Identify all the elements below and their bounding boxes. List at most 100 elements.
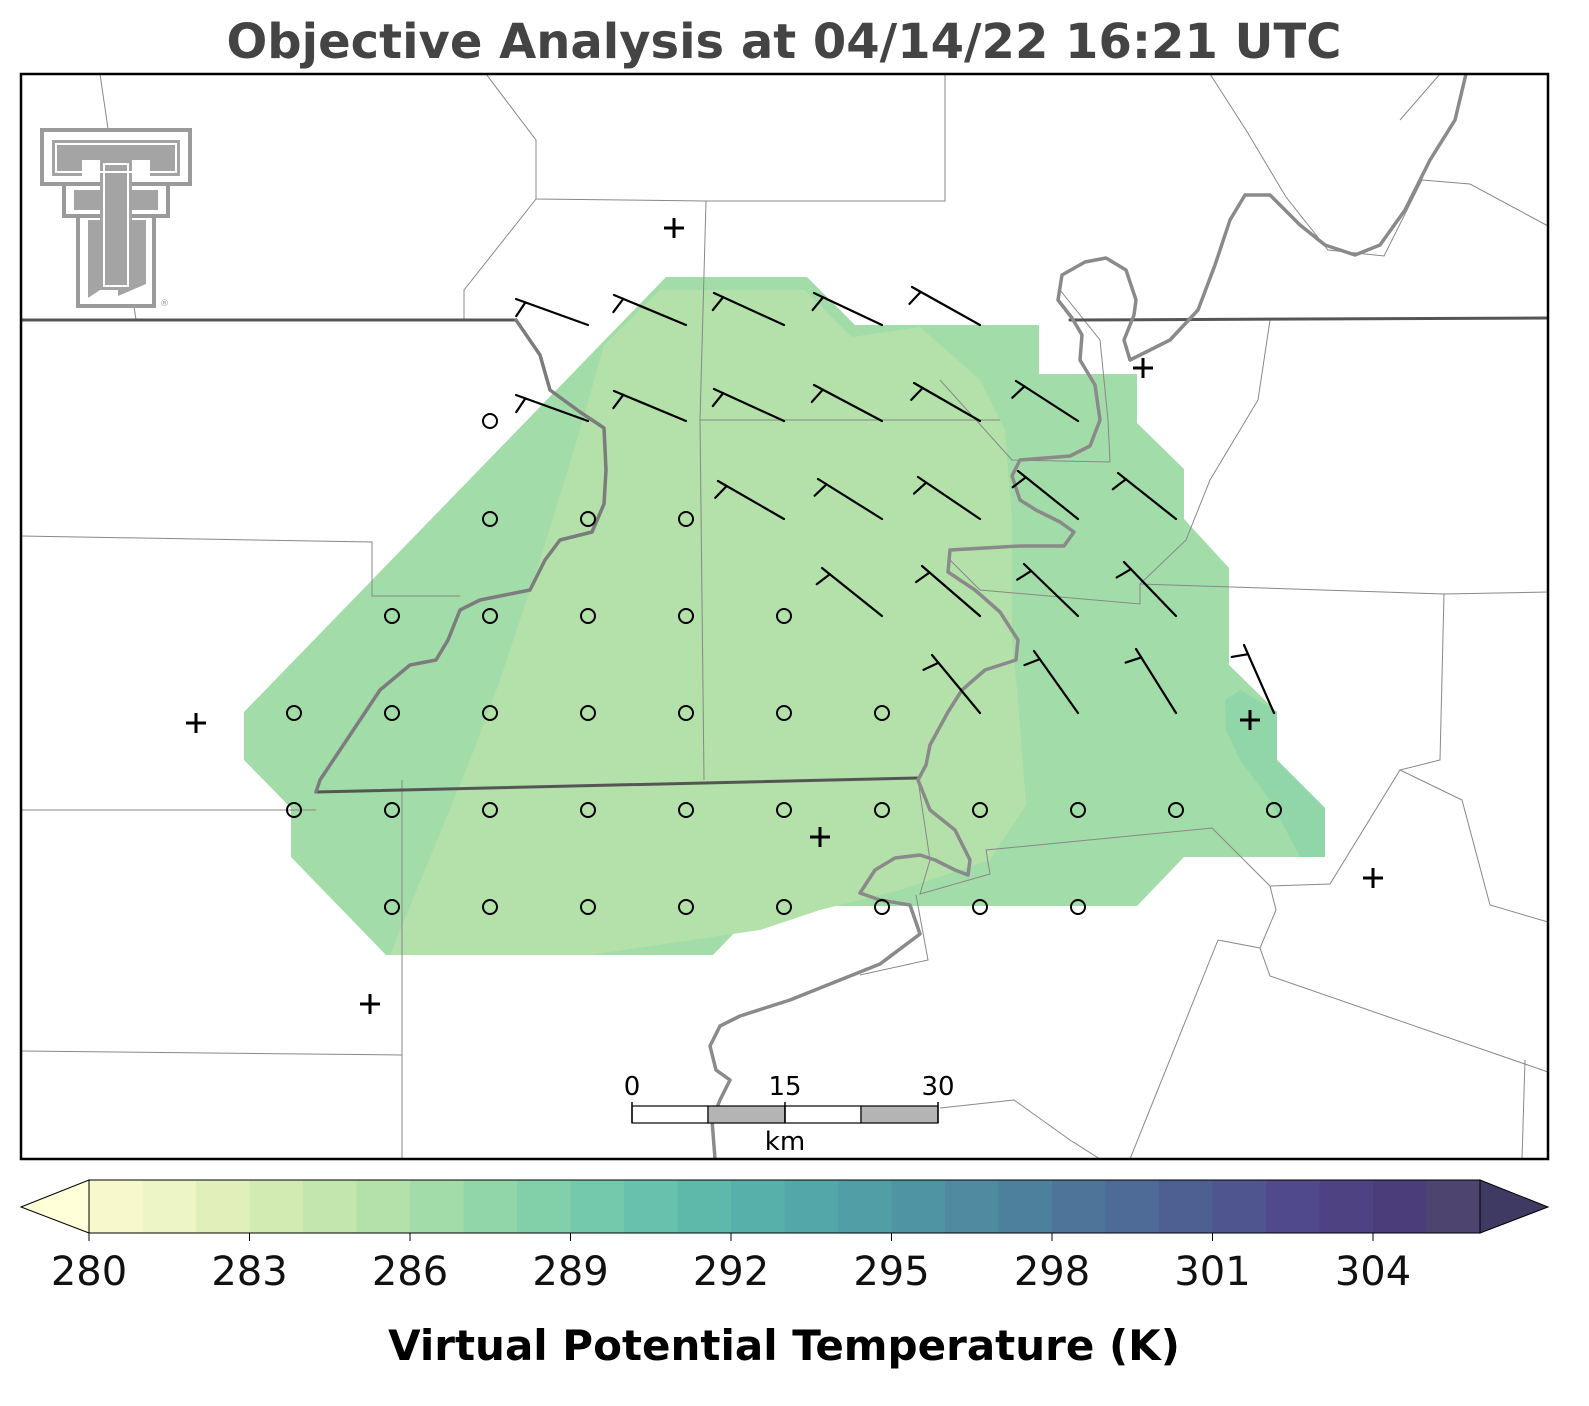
colorbar-cell bbox=[1373, 1180, 1427, 1233]
colorbar-cell bbox=[196, 1180, 250, 1233]
logo-registered-mark: ® bbox=[160, 299, 169, 309]
colorbar-cell bbox=[784, 1180, 839, 1233]
wind-barb bbox=[1011, 379, 1080, 423]
colorbar-tick-label: 298 bbox=[1014, 1249, 1090, 1295]
calm-wind-circle bbox=[972, 802, 988, 818]
calm-wind-circle bbox=[678, 899, 694, 915]
wind-barb bbox=[711, 387, 786, 423]
colorbar-cell bbox=[891, 1180, 946, 1233]
colorbar-cell bbox=[731, 1180, 785, 1233]
wind-barb bbox=[912, 475, 982, 521]
colorbar-cell bbox=[303, 1180, 357, 1233]
texas-tech-double-t-logo: ® bbox=[40, 128, 192, 309]
calm-wind-circle bbox=[1266, 802, 1282, 818]
colorbar-tick-label: 280 bbox=[51, 1249, 127, 1295]
colorbar-cell bbox=[249, 1180, 304, 1233]
station-marker bbox=[1363, 868, 1383, 888]
calm-wind-circle bbox=[776, 705, 792, 721]
colorbar-cell bbox=[1319, 1180, 1374, 1233]
wind-barb bbox=[910, 381, 982, 423]
calm-wind-circle bbox=[972, 899, 988, 915]
calm-wind-circle bbox=[384, 899, 400, 915]
analysis-shading bbox=[244, 277, 1325, 955]
colorbar-cell bbox=[463, 1180, 518, 1233]
wind-barb bbox=[1115, 560, 1178, 618]
chart-title: Objective Analysis at 04/14/22 16:21 UTC bbox=[227, 14, 1342, 70]
scale-bar-seg-1 bbox=[631, 1105, 709, 1124]
wind-barb bbox=[1011, 469, 1080, 521]
wind-barbs bbox=[514, 285, 1276, 715]
colorbar-cell bbox=[1105, 1180, 1160, 1233]
map-frame bbox=[19, 72, 1550, 1161]
station-marker bbox=[186, 713, 206, 733]
calm-wind-circle bbox=[580, 899, 596, 915]
wind-barb bbox=[514, 393, 590, 423]
wind-barb bbox=[815, 566, 884, 618]
calm-wind-circle bbox=[1070, 899, 1086, 915]
calm-wind-circle bbox=[678, 705, 694, 721]
calm-wind-circle bbox=[874, 705, 890, 721]
calm-wind-circle bbox=[286, 802, 302, 818]
wind-barb bbox=[1111, 471, 1178, 521]
station-markers bbox=[186, 218, 1383, 1014]
county-boundaries bbox=[21, 74, 1548, 1159]
calm-wind-circle bbox=[580, 608, 596, 624]
colorbar-tick-label: 301 bbox=[1174, 1249, 1250, 1295]
state-line-south bbox=[314, 776, 920, 794]
colorbar-cell bbox=[998, 1180, 1053, 1233]
colorbar-over-arrow bbox=[1479, 1179, 1550, 1234]
wind-barb bbox=[813, 477, 884, 521]
calm-wind-circle bbox=[874, 802, 890, 818]
colorbar-cell bbox=[410, 1180, 464, 1233]
station-marker bbox=[664, 218, 684, 238]
colorbar-cells bbox=[89, 1180, 1481, 1233]
wind-barb bbox=[714, 479, 786, 521]
colorbar-cell bbox=[838, 1180, 892, 1233]
calm-wind-circle bbox=[482, 802, 498, 818]
wind-barb bbox=[922, 653, 982, 715]
wind-barb bbox=[914, 564, 982, 618]
station-marker bbox=[810, 827, 830, 847]
calm-wind-circle bbox=[286, 705, 302, 721]
scale-bar-unit: km bbox=[765, 1127, 805, 1157]
theta-v-east-patch bbox=[1225, 690, 1325, 857]
calm-wind-circle bbox=[1070, 802, 1086, 818]
colorbar-cell bbox=[945, 1180, 999, 1233]
colorbar-cell bbox=[624, 1180, 678, 1233]
colorbar-cell bbox=[677, 1180, 732, 1233]
colorbar-cell bbox=[1426, 1180, 1481, 1233]
scale-bar-label-30: 30 bbox=[921, 1072, 954, 1102]
wind-barb bbox=[612, 389, 688, 423]
colorbar-tick-label: 295 bbox=[853, 1249, 929, 1295]
colorbar-tick-label: 286 bbox=[372, 1249, 448, 1295]
wind-barb bbox=[612, 293, 688, 327]
wind-barb bbox=[810, 383, 884, 423]
wind-barb bbox=[1016, 562, 1080, 618]
station-marker bbox=[1133, 358, 1153, 378]
calm-wind-circle bbox=[776, 802, 792, 818]
station-marker bbox=[1240, 710, 1260, 730]
calm-wind-circle bbox=[678, 608, 694, 624]
river-east bbox=[708, 74, 1468, 1159]
wind-barb bbox=[711, 291, 786, 327]
calm-wind-circle bbox=[482, 413, 498, 429]
scale-bar-seg-2 bbox=[707, 1105, 786, 1124]
calm-wind-circle bbox=[384, 705, 400, 721]
wind-barb bbox=[908, 285, 982, 327]
colorbar-tick-label: 292 bbox=[693, 1249, 769, 1295]
calm-wind-circle bbox=[384, 802, 400, 818]
calm-wind-circle bbox=[580, 705, 596, 721]
wind-barb bbox=[1124, 647, 1178, 715]
calm-wind-circle bbox=[482, 899, 498, 915]
colorbar-frame bbox=[88, 1179, 1481, 1234]
colorbar-cell bbox=[356, 1180, 411, 1233]
calm-wind-circle bbox=[482, 511, 498, 527]
calm-wind-circle bbox=[678, 511, 694, 527]
scale-bar-label-15: 15 bbox=[768, 1072, 801, 1102]
colorbar-tick-label: 283 bbox=[211, 1249, 287, 1295]
grid-calm-points bbox=[286, 413, 1282, 915]
colorbar-label: Virtual Potential Temperature (K) bbox=[388, 1321, 1180, 1370]
scale-bar-label-0: 0 bbox=[624, 1072, 641, 1102]
state-and-river-lines bbox=[21, 74, 1548, 1159]
